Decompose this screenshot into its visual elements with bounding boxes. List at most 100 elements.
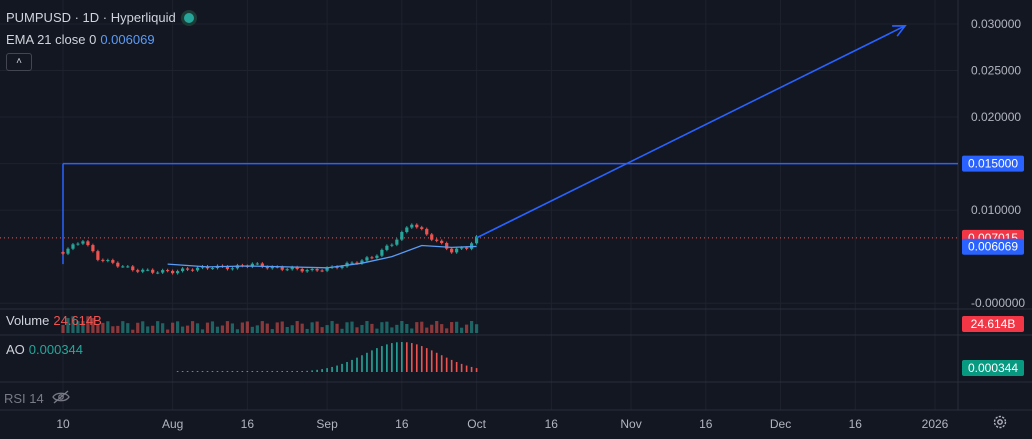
candle-body <box>141 269 145 272</box>
ao-bar <box>221 371 224 372</box>
ao-bar <box>371 350 373 372</box>
candle-body <box>305 270 309 272</box>
projection-arrow-head <box>892 25 907 37</box>
candle-body <box>300 268 304 272</box>
volume-bar <box>450 322 454 333</box>
volume-bar <box>176 321 180 333</box>
ao-bar <box>366 352 368 372</box>
ao-bar <box>291 371 294 372</box>
candle-body <box>185 268 190 270</box>
candle-body <box>320 270 324 272</box>
candle-body <box>96 251 100 260</box>
candle-body <box>465 247 469 249</box>
ao-bar <box>430 350 433 372</box>
candle-body <box>360 260 364 264</box>
ao-bar <box>256 371 259 372</box>
volume-bar <box>195 323 200 333</box>
candle-body <box>146 269 150 271</box>
volume-bar <box>255 325 259 333</box>
ao-bar <box>241 371 244 372</box>
price-label-text: 0.015000 <box>968 157 1018 171</box>
ao-bar <box>381 346 383 372</box>
volume-bar <box>290 325 294 333</box>
candle-body <box>355 262 359 264</box>
volume-bar <box>141 321 145 333</box>
candle-body <box>260 263 264 267</box>
gear-icon[interactable] <box>992 414 1008 430</box>
ema-line <box>167 244 477 269</box>
rsi-label: RSI 14 <box>4 391 44 406</box>
x-tick-label: 16 <box>395 417 409 431</box>
volume-bar <box>460 327 464 333</box>
volume-bar <box>415 322 419 333</box>
volume-bar <box>440 324 444 333</box>
volume-bar <box>161 323 165 333</box>
volume-bar <box>435 321 439 333</box>
collapse-legend-button[interactable]: ˄ <box>6 53 32 71</box>
volume-legend[interactable]: Volume 24.614B <box>6 313 102 328</box>
candle-body <box>210 268 215 270</box>
candle-body <box>390 244 394 246</box>
ao-bar <box>196 371 199 372</box>
symbol-legend[interactable]: PUMPUSD · 1D · Hyperliquid <box>6 10 194 25</box>
rsi-legend[interactable]: RSI 14 <box>4 391 44 406</box>
x-tick-label: Sep <box>316 417 338 431</box>
ao-bar <box>420 346 423 372</box>
candle-body <box>410 224 414 228</box>
volume-bar <box>71 316 75 333</box>
volume-bar <box>265 323 269 333</box>
volume-bar <box>395 324 399 333</box>
ema-legend[interactable]: EMA 21 close 0 0.006069 <box>6 32 155 47</box>
candle-body <box>171 270 175 274</box>
volume-bar <box>240 322 244 333</box>
volume-bar <box>180 326 185 333</box>
volume-bar <box>330 321 334 333</box>
candle-body <box>270 266 274 269</box>
candle-body <box>415 224 419 228</box>
projection-arrow <box>476 25 906 239</box>
candle-body <box>375 255 379 258</box>
ema-label: EMA 21 close 0 <box>6 32 97 47</box>
candle-body <box>76 243 80 245</box>
candle-body <box>106 260 110 262</box>
volume-bar <box>340 328 344 333</box>
x-tick-label: 16 <box>849 417 863 431</box>
volume-bar <box>230 323 235 333</box>
candle-body <box>445 243 449 249</box>
candle-body <box>61 252 65 254</box>
candle-body <box>71 244 75 249</box>
x-tick-label: Aug <box>162 417 183 431</box>
ao-bar <box>251 371 254 372</box>
volume-bar <box>250 326 254 333</box>
ao-value: 0.000344 <box>28 342 84 357</box>
ao-bar <box>311 370 313 372</box>
candle-body <box>225 266 230 270</box>
ao-bar <box>411 343 413 372</box>
ao-bar <box>181 371 184 372</box>
volume-bar <box>360 324 364 333</box>
ao-bar <box>176 371 179 372</box>
ao-bar <box>201 371 204 372</box>
candle-body <box>290 267 294 270</box>
volume-bar <box>225 321 230 333</box>
volume-bar <box>61 325 65 333</box>
ao-bar <box>396 342 398 372</box>
volume-bar <box>121 321 125 333</box>
eye-off-icon[interactable] <box>52 390 70 404</box>
candle-body <box>81 241 85 244</box>
candle-body <box>430 234 434 240</box>
volume-bar <box>205 322 210 333</box>
candle-body <box>420 227 424 229</box>
ao-legend[interactable]: AO 0.000344 <box>6 342 83 357</box>
volume-bar <box>185 325 190 333</box>
ao-bar <box>336 365 338 372</box>
candle-body <box>435 239 439 241</box>
candle-body <box>66 248 70 254</box>
ao-bar <box>386 344 388 372</box>
volume-bar <box>116 325 120 333</box>
volume-bar <box>66 317 70 333</box>
x-tick-label: Oct <box>467 417 486 431</box>
candle-body <box>131 266 135 271</box>
x-tick-label: Dec <box>770 417 791 431</box>
